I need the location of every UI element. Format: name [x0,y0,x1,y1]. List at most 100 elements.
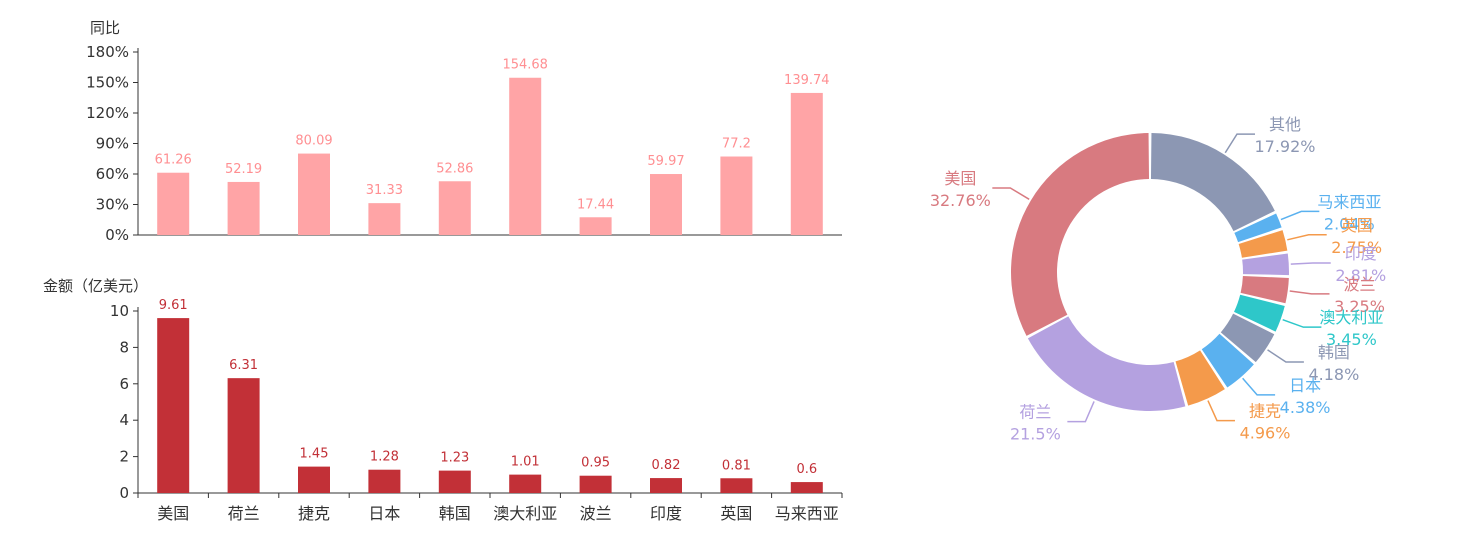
amount-value-label: 1.01 [511,455,540,470]
donut-slice-name: 捷克 [1249,402,1281,421]
yoy-value-label: 59.97 [647,154,684,169]
yoy-bar [298,153,330,235]
amount-value-label: 9.61 [159,298,188,313]
donut-slice-percent: 4.38% [1280,398,1331,417]
donut-slice-name: 波兰 [1344,275,1376,294]
yoy-value-label: 139.74 [784,73,830,88]
donut-slice-name: 荷兰 [1019,403,1051,422]
amount-bar [368,469,401,493]
amount-bar [509,474,542,493]
donut-slice-percent: 4.18% [1308,365,1359,384]
amount-x-tick-label: 马来西亚 [775,504,839,523]
donut-leader-line [1267,349,1304,363]
amount-x-tick-label: 波兰 [580,504,612,523]
donut-slice-name: 其他 [1269,115,1301,134]
donut-slice [1240,276,1289,304]
donut-slice-percent: 2.04% [1324,214,1375,233]
yoy-value-label: 17.44 [577,197,614,212]
donut-leader-line [1289,290,1330,295]
donut-slice [1238,230,1288,258]
yoy-bar [650,174,682,235]
yoy-bar [438,181,471,235]
donut-slice-percent: 21.5% [1010,425,1061,444]
donut-slice-name: 印度 [1345,244,1377,263]
amount-value-label: 6.31 [229,358,258,373]
amount-value-label: 0.81 [722,458,751,473]
donut-slice-name: 马来西亚 [1317,192,1381,211]
donut-leader-line [1242,377,1276,396]
yoy-bar [790,92,823,235]
yoy-y-tick-label: 60% [96,165,129,183]
donut-slice [1242,253,1289,276]
donut-slice-percent: 3.45% [1326,330,1377,349]
yoy-y-tick-label: 90% [96,135,129,153]
amount-y-tick-label: 8 [119,338,129,356]
amount-x-tick-label: 印度 [650,504,682,523]
donut-leader-line [1207,400,1235,422]
amount-bar [790,482,823,493]
donut-leader-line [992,187,1030,200]
amount-y-tick-label: 6 [119,375,129,393]
yoy-axis-title: 同比 [90,19,120,37]
yoy-bar [227,181,260,235]
amount-axis-title: 金额（亿美元） [43,277,148,295]
donut-slice-name: 英国 [1341,216,1373,235]
donut-slice [1201,333,1254,388]
yoy-bar [368,203,401,235]
amount-x-tick-label: 美国 [157,504,189,523]
yoy-bar [720,156,753,235]
amount-bar [438,470,471,493]
donut-slice [1234,294,1285,332]
yoy-bar [579,217,612,235]
yoy-value-label: 154.68 [502,58,548,73]
donut-slice-percent: 32.76% [930,191,991,210]
yoy-value-label: 52.19 [225,162,262,177]
amount-y-tick-label: 10 [110,302,129,320]
donut-leader-line [1280,210,1320,221]
donut-leader-line [1287,234,1327,241]
donut-slice-percent: 3.25% [1334,297,1385,316]
donut-slice-name: 韩国 [1318,343,1350,362]
donut-leader-line [1067,401,1095,423]
amount-value-label: 0.95 [581,456,610,471]
amount-x-tick-label: 捷克 [298,504,330,523]
yoy-value-label: 61.26 [155,153,192,168]
donut-slice [1175,350,1225,406]
donut-slice-percent: 2.75% [1331,238,1382,257]
yoy-y-tick-label: 0% [105,226,129,244]
donut-slice-percent: 2.81% [1335,266,1386,285]
amount-y-tick-label: 2 [119,448,129,466]
yoy-value-label: 80.09 [295,134,332,149]
amount-bar [579,475,612,493]
yoy-bar [157,172,190,235]
yoy-y-tick-label: 150% [86,74,129,92]
yoy-value-label: 31.33 [366,183,403,198]
donut-leader-line [1290,262,1331,265]
amount-bar [157,318,190,493]
yoy-y-tick-label: 180% [86,43,129,61]
donut-slice [1234,213,1282,243]
amount-x-tick-label: 韩国 [439,504,471,523]
donut-slice-name: 澳大利亚 [1319,308,1383,327]
donut-slice [1011,133,1150,336]
share-donut-chart: 其他 17.92% 马来西亚 2.04%英国 2.75%印度 2.81%波兰 3.25%澳大… [930,115,1386,443]
amount-bar-chart: 金额（亿美元） 0 2 4 6 8 10 9.61 美国 6.31 荷兰 1.45 捷克 1.28 日本 1… [43,277,843,523]
yoy-value-label: 77.2 [722,137,751,152]
donut-slice-percent: 17.92% [1254,137,1315,156]
amount-y-tick-label: 4 [119,411,129,429]
amount-x-tick-label: 日本 [368,504,400,523]
yoy-bar [509,77,542,235]
amount-x-tick-label: 澳大利亚 [493,504,557,523]
yoy-value-label: 52.86 [436,161,473,176]
amount-bar [227,378,260,493]
amount-bar [650,478,682,493]
amount-value-label: 1.45 [300,447,329,462]
amount-bar [720,478,753,493]
donut-slice [1027,316,1186,411]
amount-value-label: 1.23 [440,451,469,466]
donut-leader-line [1224,133,1255,154]
donut-slice-name: 美国 [944,169,976,188]
yoy-y-tick-label: 120% [86,104,129,122]
donut-leader-line [1282,319,1322,328]
